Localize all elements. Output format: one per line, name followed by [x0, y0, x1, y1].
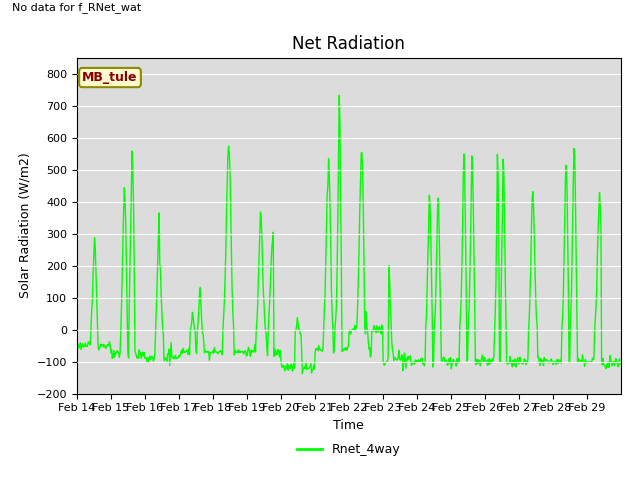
Legend: Rnet_4way: Rnet_4way	[292, 438, 406, 461]
Text: No data for f_RNet_wat: No data for f_RNet_wat	[12, 2, 141, 13]
Title: Net Radiation: Net Radiation	[292, 35, 405, 53]
Text: MB_tule: MB_tule	[82, 71, 138, 84]
X-axis label: Time: Time	[333, 419, 364, 432]
Y-axis label: Solar Radiation (W/m2): Solar Radiation (W/m2)	[18, 153, 31, 299]
